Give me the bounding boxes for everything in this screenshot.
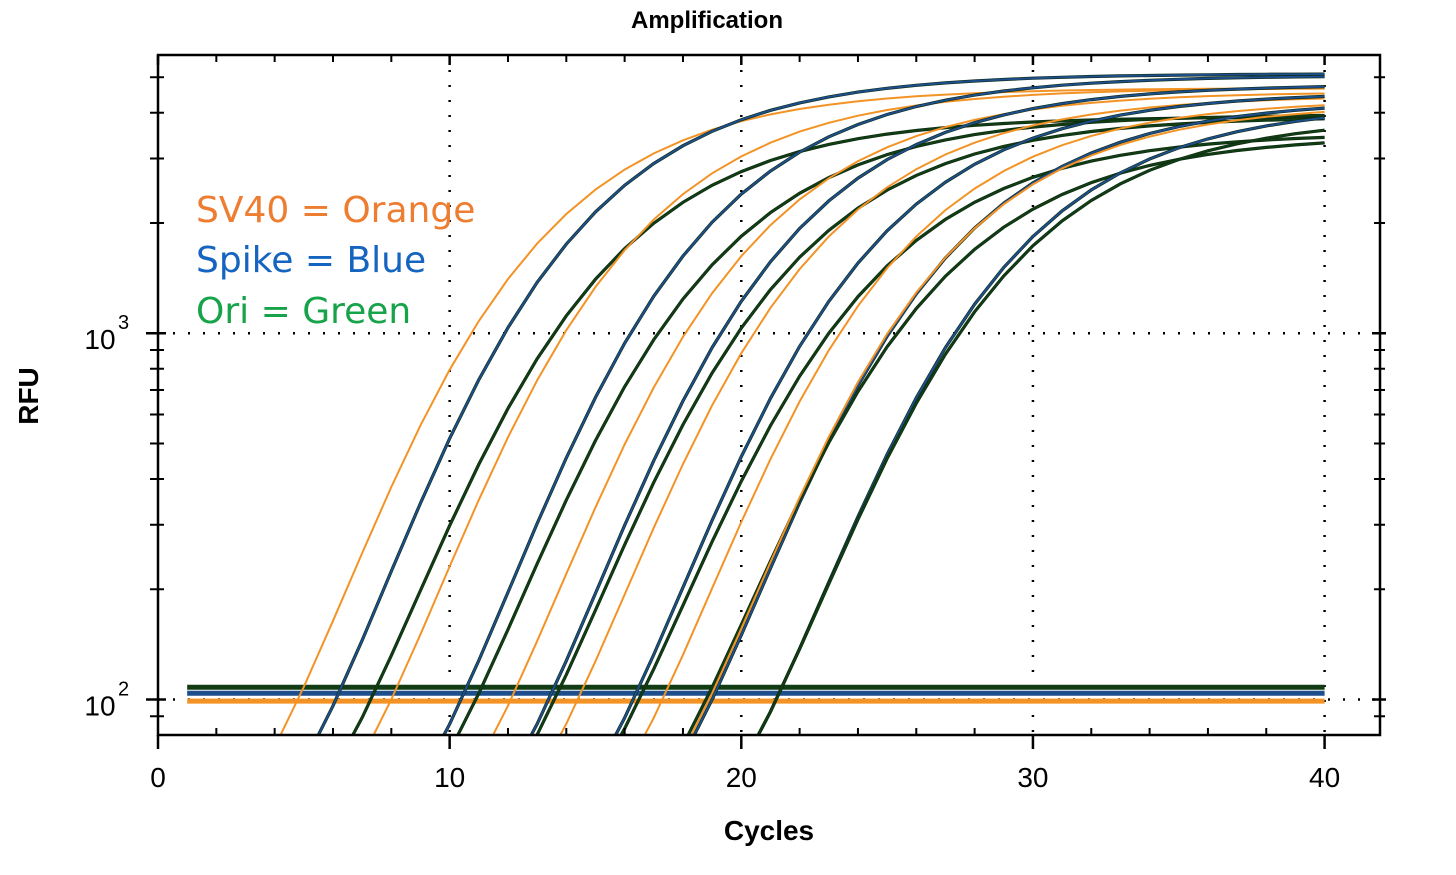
curve-sv40 [690,110,1325,735]
threshold-lines [187,684,1325,704]
y-tick-label-exponent: 2 [118,679,129,701]
x-tick-label: 40 [1309,762,1340,793]
x-tick-label: 0 [150,762,166,793]
curve-spike [442,75,1325,735]
curve-ori [687,141,1325,735]
legend-spike: Spike = Blue [196,240,426,281]
curve-spike [530,85,1325,735]
curve-sv40 [491,92,1325,735]
curve-sv40 [279,87,1325,735]
y-axis-label: RFU [13,367,44,425]
plot-frame [156,53,1382,737]
legend-sv40: SV40 = Orange [196,190,475,231]
amplification-curves [279,72,1325,735]
curve-spike [693,107,1325,735]
curve-ori [535,117,1325,735]
curve-sv40 [643,104,1325,735]
curve-spike [614,95,1325,735]
legend-ori: Ori = Green [196,291,411,332]
curve-ori [456,114,1325,735]
curve-sv40 [559,97,1325,735]
y-tick-label: 10 [84,324,115,355]
curve-spike [757,116,1325,735]
curve-spike [317,73,1325,735]
x-tick-label: 30 [1017,762,1048,793]
y-tick-label-exponent: 3 [118,312,129,334]
x-axis-label: Cycles [724,815,814,846]
curve-ori [619,136,1325,735]
chart-title: Amplification [631,7,783,34]
x-tick-label: 20 [726,762,757,793]
curve-sv40 [372,87,1325,735]
x-tick-labels: 0 10 20 30 40 [150,762,1340,793]
curve-ori [757,129,1325,735]
legend: SV40 = Orange Spike = Blue Ori = Green [196,190,475,332]
x-tick-label: 10 [434,762,465,793]
axis-ticks [146,55,1386,749]
y-tick-label: 10 [84,691,115,722]
